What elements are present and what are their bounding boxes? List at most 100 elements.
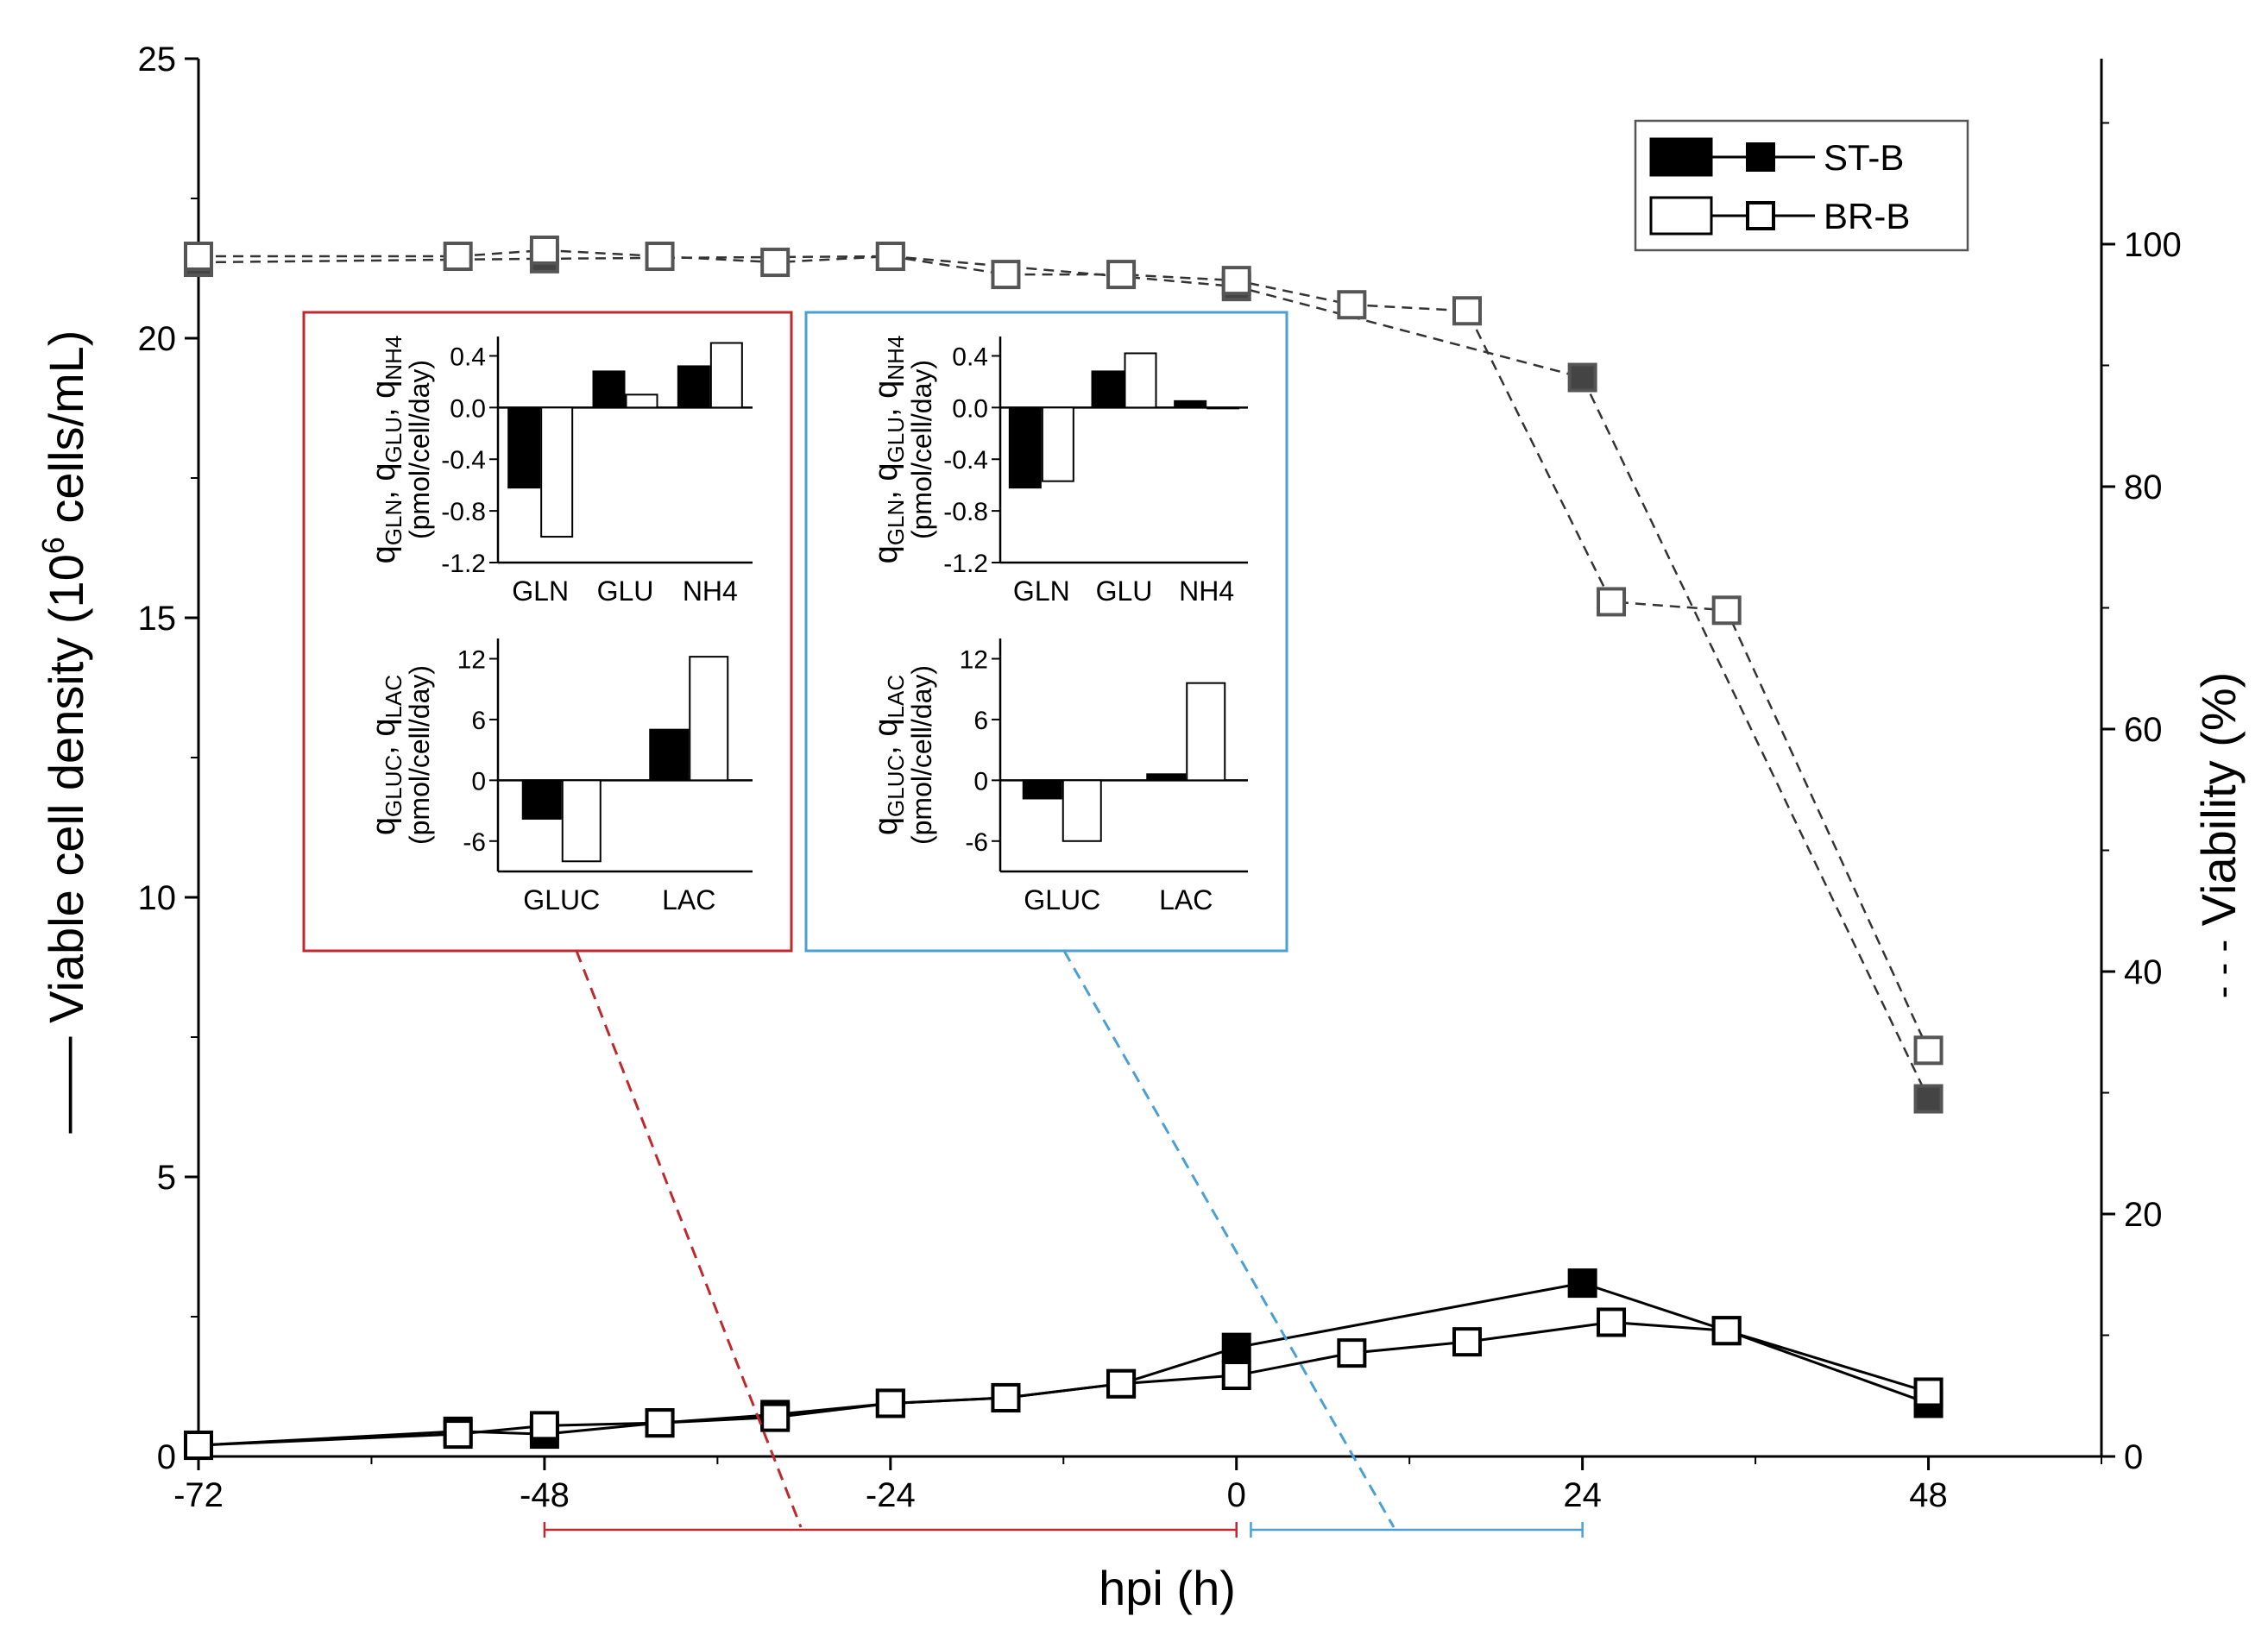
inset-ylabel-sub: NH4 <box>883 336 909 381</box>
inset-bar-BR-B-GLN <box>1041 406 1074 482</box>
inset-category-label: NH4 <box>1179 576 1234 607</box>
inset-bar-BR-B-NH4 <box>709 342 743 409</box>
inset-bar-BR-B-GLUC <box>561 779 602 863</box>
plot-area <box>184 235 1944 1461</box>
y-right-title-text: Viability (%) <box>2191 672 2246 940</box>
legend-swatch <box>1649 196 1713 236</box>
inset-category-label: GLU <box>1096 576 1153 607</box>
inset-ylabel-q: q <box>366 817 402 835</box>
inset-bar-ST-B-NH4 <box>1174 399 1207 409</box>
inset-tick-label: 12 <box>457 645 486 674</box>
legend-item: ST-B <box>1649 137 1904 178</box>
data-point-BR-B-viability <box>760 248 791 278</box>
data-point-ST-B-viability <box>1567 362 1597 393</box>
data-point-BR-B-viability <box>991 260 1021 290</box>
inset-bar-ST-B-GLUC <box>521 779 562 820</box>
x-tick-label: 24 <box>1563 1476 1602 1514</box>
inset-bar-ST-B-NH4 <box>677 365 710 409</box>
y-left-tick-label: 0 <box>157 1438 176 1476</box>
inset-ylabel-sep: , <box>366 737 402 755</box>
inset-tick-label: 0.4 <box>450 343 486 371</box>
data-point-BR-B-density <box>1337 1338 1367 1368</box>
y-left-line-marker: —— <box>39 1036 93 1133</box>
inset-tick-label: 12 <box>960 645 988 674</box>
inset-ylabel-q: q <box>366 462 402 481</box>
data-point-BR-B-viability <box>1106 260 1137 290</box>
inset-ylabel: qGLN, qGLU, qNH4 <box>868 336 909 564</box>
legend: ST-B BR-B <box>1634 119 1969 252</box>
y-left-tick-label: 10 <box>138 879 177 917</box>
data-point-BR-B-viability <box>1913 1035 1944 1066</box>
y-right-tick-label: 40 <box>2124 953 2163 991</box>
x-tick-label: -48 <box>520 1476 570 1514</box>
inset-connector <box>575 950 803 1528</box>
series-line-BR-B-viability <box>198 248 1930 1051</box>
inset-bar-BR-B-GLU <box>1124 352 1157 409</box>
data-point-BR-B-density <box>1597 1307 1627 1337</box>
data-point-BR-B-viability <box>1597 587 1627 617</box>
inset-ylabel-units: (pmol/cell/day) <box>906 665 937 845</box>
data-point-ST-B-viability <box>1913 1084 1944 1114</box>
y-right-axis-title: - - - Viability (%) <box>2191 672 2246 999</box>
data-point-BR-B-viability <box>1452 296 1482 326</box>
inset-tick-label: 0.4 <box>952 343 988 371</box>
inset-tick-label: -6 <box>463 828 486 857</box>
y-right-tick-label: 0 <box>2124 1438 2143 1476</box>
inset-bar-ST-B-GLN <box>1008 406 1042 489</box>
inset-ylabel-q: q <box>868 718 904 736</box>
inset-ylabel-q: q <box>366 545 402 563</box>
axes: -72 -48 -24 0 24 480510152025020406080100hpi … <box>35 41 2246 1615</box>
inset-ylabel: qGLN, qGLU, qNH4 <box>366 336 406 564</box>
inset-ylabel-sep: , <box>366 399 402 417</box>
inset-ylabel-sep: , <box>868 399 904 417</box>
series-line-ST-B-viability <box>198 255 1930 1100</box>
legend-item: BR-B <box>1649 196 1910 236</box>
inset-tick-label: -1.2 <box>943 550 988 578</box>
inset-ylabel-units: (pmol/cell/day) <box>404 360 435 539</box>
inset-ylabel-sub: GLUC <box>883 755 909 817</box>
inset-tick-label: 0 <box>471 767 486 796</box>
inset-ylabel-sub: LAC <box>883 675 909 719</box>
inset-bar-BR-B-NH4 <box>1206 406 1240 410</box>
inset-ylabel-sub: GLN <box>381 500 406 545</box>
inset-bar-ST-B-GLUC <box>1022 779 1062 800</box>
data-point-BR-B-viability <box>875 242 905 272</box>
inset-category-label: GLUC <box>523 884 600 915</box>
y-left-title-tail: cells/mL) <box>39 330 93 538</box>
y-right-tick-label: 100 <box>2124 226 2182 264</box>
inset-ylabel-q: q <box>366 381 402 399</box>
data-point-BR-B-density <box>1711 1316 1742 1346</box>
inset-tick-label: -0.8 <box>943 498 988 526</box>
time-range-bracket <box>543 1522 1238 1538</box>
data-point-BR-B-density <box>991 1382 1021 1412</box>
data-point-BR-B-viability <box>645 242 675 272</box>
legend-label: ST-B <box>1824 137 1904 178</box>
inset-ylabel-sep: , <box>868 737 904 755</box>
inset-bar-BR-B-LAC <box>689 656 729 782</box>
inset-bar-ST-B-GLU <box>1091 370 1125 409</box>
inset-bar-BR-B-GLUC <box>1062 779 1102 842</box>
y-right-tick-label: 60 <box>2124 711 2163 749</box>
inset-ylabel: qGLUC, qLAC <box>868 675 909 835</box>
x-tick-label: 48 <box>1909 1476 1948 1514</box>
inset-ylabel-sub: NH4 <box>381 336 406 381</box>
data-point-BR-B-density <box>760 1402 791 1432</box>
y-left-tick-label: 15 <box>138 600 177 638</box>
inset-bar-ST-B-GLN <box>507 406 541 489</box>
y-right-dash-marker: - - - <box>2202 940 2244 998</box>
y-left-title-main: Viable cell density (10 <box>39 554 93 1023</box>
y-left-axis-title: —— Viable cell density (106 cells/mL) <box>35 330 93 1134</box>
series-line-BR-B-density <box>198 1320 1929 1447</box>
inset-tick-label: -6 <box>965 828 988 857</box>
inset-bar-ST-B-LAC <box>1146 773 1187 782</box>
data-point-BR-B-viability <box>184 242 213 272</box>
inset-category-label: LAC <box>662 884 715 915</box>
inset-bar-BR-B-LAC <box>1186 682 1226 782</box>
inset-ylabel-sub: GLN <box>883 500 909 545</box>
data-point-BR-B-density <box>1221 1361 1251 1391</box>
inset-category-label: NH4 <box>683 576 738 607</box>
